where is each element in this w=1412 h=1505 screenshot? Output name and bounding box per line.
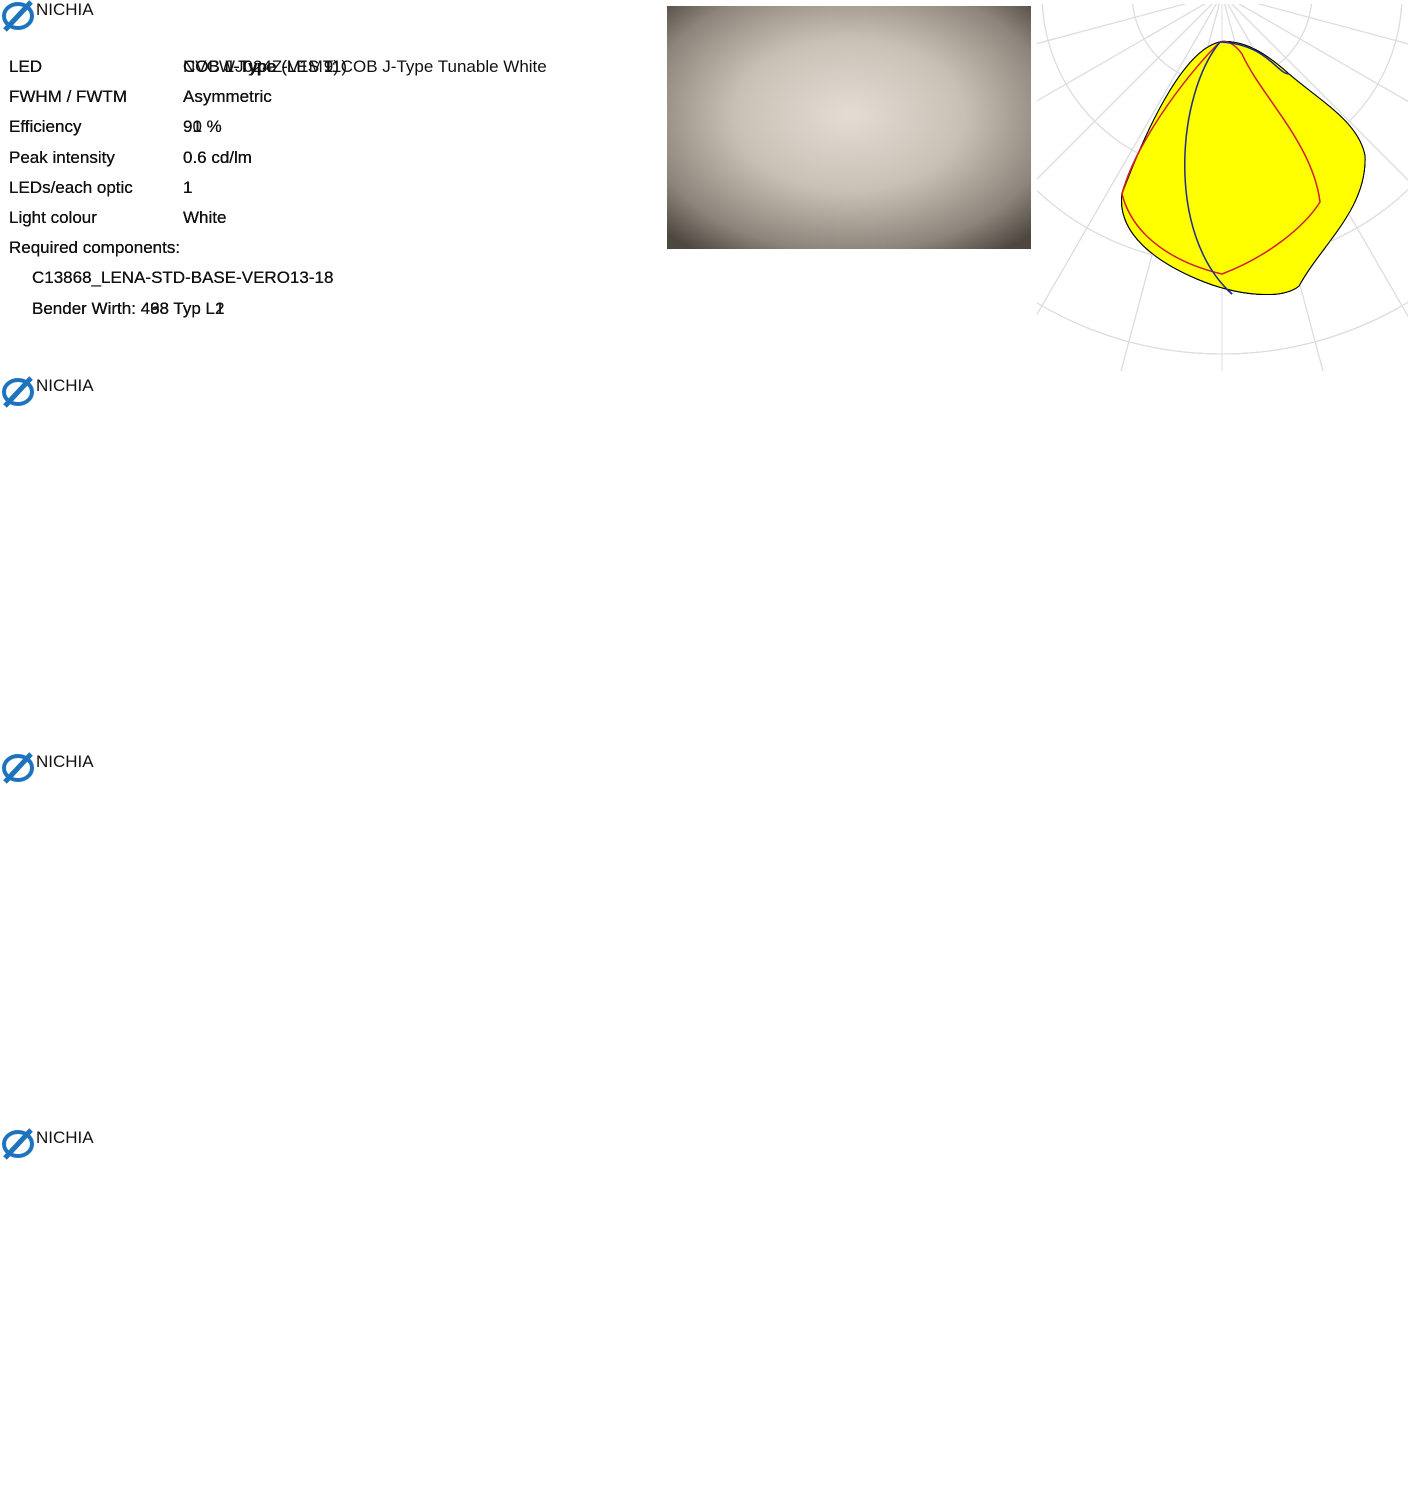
field-value: Asymmetric — [183, 87, 272, 107]
component: Bender Wirth: 498 Typ L2 — [32, 299, 225, 318]
logo: NICHIA — [0, 752, 1412, 789]
field-label: Peak intensity — [9, 147, 115, 167]
logo-text: NICHIA — [36, 376, 94, 395]
logo-text: NICHIA — [36, 0, 94, 19]
component: C13868_LENA-STD-BASE-VERO13-18 — [32, 268, 334, 287]
field-value: COB L-Type (LES 11) — [183, 57, 348, 76]
field-value: 91 % — [183, 117, 222, 137]
field-value: NVCWJ024Z-V1MT: COB J-Type Tunable White — [183, 57, 547, 76]
logo-emblem — [2, 752, 34, 784]
field-label: Efficiency — [9, 117, 82, 137]
field-label: LEDs/each optic — [9, 177, 133, 197]
product-row: NICHIA LED COB L-Type (LES 11) FWHM / FWTM A… — [0, 0, 1412, 752]
field-label: LEDs/each optic — [9, 177, 133, 197]
field-label: LED — [9, 57, 43, 76]
field-value: 91 % — [183, 117, 222, 137]
field-value: COB J-Type — [183, 57, 276, 76]
field-value: Asymmetric — [183, 87, 272, 107]
component: Bender Wirth: 438 Typ L1 — [32, 299, 225, 318]
field-value: 1 — [183, 177, 193, 197]
field-value: 1 — [183, 177, 193, 197]
product-row: NICHIA LED COB L-Type (LES 9) FWHM / FWTM As… — [0, 0, 1412, 1128]
field-value: 90 % — [183, 117, 222, 137]
field-label: Efficiency — [9, 117, 82, 137]
field-label: LED — [9, 57, 43, 76]
field-value: White — [183, 208, 227, 227]
field-value: Asymmetric — [183, 87, 272, 107]
logo: NICHIA — [0, 0, 1412, 37]
component: C13868_LENA-STD-BASE-VERO13-18 — [32, 268, 334, 287]
logo: NICHIA — [0, 376, 1412, 413]
field-label: Light colour — [9, 208, 97, 227]
component: Bender Wirth: 463 Typ L2 — [32, 299, 225, 318]
field-value: 1 — [183, 177, 193, 197]
field-value: White — [183, 208, 227, 227]
components-heading: Required components: — [9, 238, 181, 257]
field-label: Peak intensity — [9, 147, 115, 167]
field-label: FWHM / FWTM — [9, 87, 128, 107]
field-value: 0.6 cd/lm — [183, 147, 252, 167]
field-label: LEDs/each optic — [9, 177, 133, 197]
logo-emblem — [2, 1128, 34, 1160]
component: C13868_LENA-STD-BASE-VERO13-18 — [32, 268, 334, 287]
components-heading: Required components: — [9, 238, 181, 257]
field-value: 91 % — [183, 117, 222, 137]
field-value: 1 — [183, 177, 193, 197]
field-value: COB L-Type (LES 9) — [183, 57, 339, 76]
field-value: Asymmetric — [183, 87, 272, 107]
field-value: White — [183, 208, 227, 227]
field-label: Light colour — [9, 208, 97, 227]
field-value: White — [183, 208, 227, 227]
logo-emblem — [2, 0, 34, 32]
field-value: 0.6 cd/lm — [183, 147, 252, 167]
field-label: Efficiency — [9, 117, 82, 137]
field-value: 0.6 cd/lm — [183, 147, 252, 167]
field-label: Light colour — [9, 208, 97, 227]
field-label: Light colour — [9, 208, 97, 227]
logo-text: NICHIA — [36, 752, 94, 771]
field-label: LEDs/each optic — [9, 177, 133, 197]
field-label: LED — [9, 57, 43, 76]
logo-text: NICHIA — [36, 1128, 94, 1147]
logo-emblem — [2, 376, 34, 408]
polar-diagram — [642, 0, 1412, 594]
components-heading: Required components: — [9, 238, 181, 257]
components-heading: Required components: — [9, 238, 181, 257]
field-label: Peak intensity — [9, 147, 115, 167]
field-label: LED — [9, 57, 43, 76]
component: C13868_LENA-STD-BASE-VERO13-18 — [32, 268, 334, 287]
polar-frame — [642, 0, 1412, 594]
field-value: 0.6 cd/lm — [183, 147, 252, 167]
component: Bender Wirth: 438 Typ L1 — [32, 299, 225, 318]
field-label: Peak intensity — [9, 147, 115, 167]
field-label: FWHM / FWTM — [9, 87, 128, 107]
field-label: Efficiency — [9, 117, 82, 137]
beam-photo — [667, 6, 1031, 249]
field-label: FWHM / FWTM — [9, 87, 128, 107]
logo: NICHIA — [0, 1128, 1412, 1165]
field-label: FWHM / FWTM — [9, 87, 128, 107]
